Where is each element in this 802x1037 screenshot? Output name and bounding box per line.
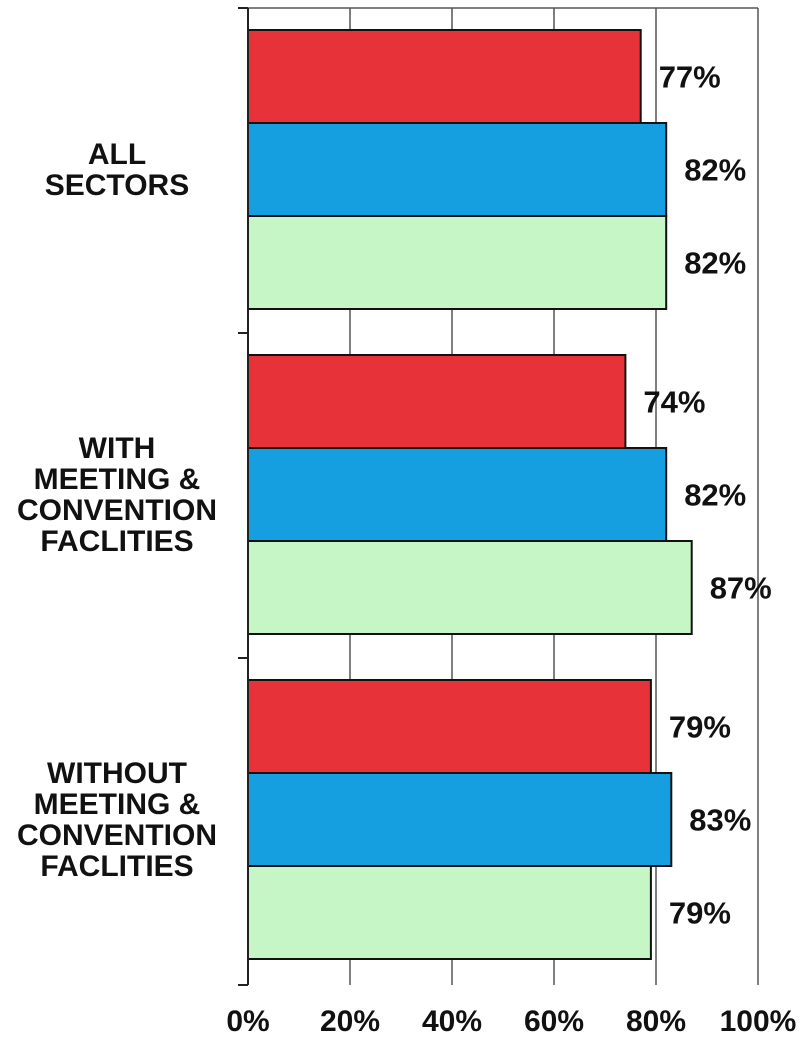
x-tick-label: 100%: [720, 1005, 797, 1037]
x-tick-label: 20%: [320, 1005, 380, 1037]
x-tick-label: 40%: [422, 1005, 482, 1037]
x-tick-label: 0%: [226, 1005, 269, 1037]
data-label: 82%: [684, 153, 746, 188]
data-label: 79%: [669, 896, 731, 931]
bar: [247, 29, 642, 124]
data-label: 74%: [643, 385, 705, 420]
category-label: WITH MEETING & CONVENTION FACLITIES: [17, 432, 217, 558]
category-label-line: SECTORS: [45, 169, 189, 202]
bar: [247, 215, 668, 310]
category-label-line: CONVENTION: [17, 819, 217, 852]
bar: [247, 865, 652, 960]
category-label-line: FACLITIES: [40, 850, 193, 883]
category-label-line: WITHOUT: [47, 757, 187, 790]
data-label: 82%: [684, 246, 746, 281]
bar: [247, 772, 673, 867]
bar: [247, 540, 693, 635]
data-label: 83%: [689, 803, 751, 838]
data-label: 87%: [710, 571, 772, 606]
x-tick-label: 60%: [524, 1005, 584, 1037]
category-label: ALL SECTORS: [45, 138, 189, 202]
bar: [247, 354, 627, 449]
data-label: 77%: [659, 60, 721, 95]
axes: [238, 7, 249, 986]
labels: 77% 74% 79% 82% 82% 83% 82% 87% 79% 0% 20% 40% 60% 80…: [17, 60, 796, 1037]
category-label-line: ALL: [88, 138, 146, 171]
bars: [247, 29, 693, 960]
category-label-line: CONVENTION: [17, 494, 217, 527]
bar: [247, 447, 668, 542]
category-label: WITHOUT MEETING & CONVENTION FACLITIES: [17, 757, 217, 883]
bar: [247, 122, 668, 217]
category-label-line: MEETING &: [34, 463, 201, 496]
bar: [247, 679, 652, 774]
category-label-line: WITH: [79, 432, 156, 465]
category-label-line: FACLITIES: [40, 525, 193, 558]
data-label: 82%: [684, 478, 746, 513]
x-tick-label: 80%: [626, 1005, 686, 1037]
data-label: 79%: [669, 710, 731, 745]
category-label-line: MEETING &: [34, 788, 201, 821]
